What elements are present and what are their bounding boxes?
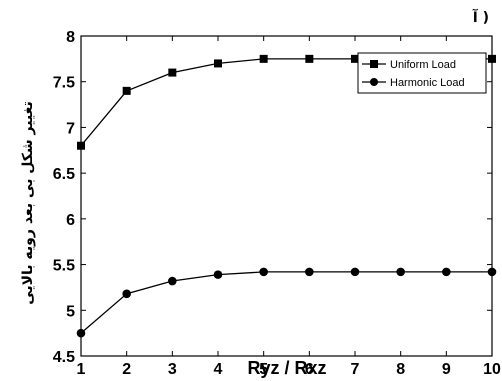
data-point — [76, 328, 86, 338]
y-axis-title: تغییر شکل بی بعد رویه بالایی — [20, 101, 36, 305]
data-point — [396, 267, 405, 277]
legend-marker — [370, 78, 378, 86]
x-tick-label: 7 — [351, 361, 360, 378]
y-tick-label: 7.5 — [53, 75, 75, 92]
data-point — [305, 267, 314, 277]
legend-label: Uniform Load — [390, 59, 456, 71]
x-tick-label: 1 — [77, 361, 86, 378]
data-point — [350, 267, 360, 277]
data-point — [213, 270, 223, 279]
y-tick-label: 4.5 — [53, 349, 75, 366]
data-point — [351, 54, 359, 63]
legend-label: Harmonic Load — [390, 77, 465, 89]
series-line-2 — [80, 271, 492, 334]
data-point — [487, 267, 497, 277]
y-tick-label: 6.5 — [53, 166, 75, 183]
x-tick-label: 4 — [214, 361, 223, 378]
data-point — [77, 141, 85, 150]
x-tick-label: 10 — [483, 361, 501, 378]
data-point — [122, 86, 131, 95]
data-point — [488, 54, 496, 63]
y-tick-label: 8 — [66, 29, 75, 46]
legend-marker — [370, 60, 378, 68]
data-point — [168, 276, 177, 286]
plot-area: 1 2 3 4 5 6 7 8 9 10 4.5 5 5.5 6 6.5 7 7.5 8 Uniform Load H… — [53, 29, 501, 378]
y-tick-label: 5 — [66, 303, 75, 320]
y-tick-label: 5.5 — [53, 258, 75, 275]
data-point — [442, 267, 451, 277]
data-point — [305, 54, 314, 63]
y-tick-label: 6 — [66, 212, 75, 229]
data-point — [259, 267, 268, 277]
x-axis-title: Ryz / Rxz — [247, 358, 326, 378]
data-point — [259, 54, 268, 63]
plot-frame — [80, 35, 493, 357]
x-tick-label: 2 — [122, 361, 131, 378]
x-tick-label: 6 — [305, 361, 314, 378]
legend-box — [357, 52, 487, 94]
x-tick-label: 5 — [259, 361, 268, 378]
y-tick-label: 7 — [66, 120, 75, 137]
panel-label: آ ) — [472, 8, 489, 26]
x-tick-label: 3 — [168, 361, 177, 378]
data-point — [168, 68, 177, 77]
data-point — [122, 289, 131, 299]
data-point — [214, 59, 222, 68]
x-tick-label: 9 — [442, 361, 451, 378]
x-tick-label: 8 — [396, 361, 405, 378]
